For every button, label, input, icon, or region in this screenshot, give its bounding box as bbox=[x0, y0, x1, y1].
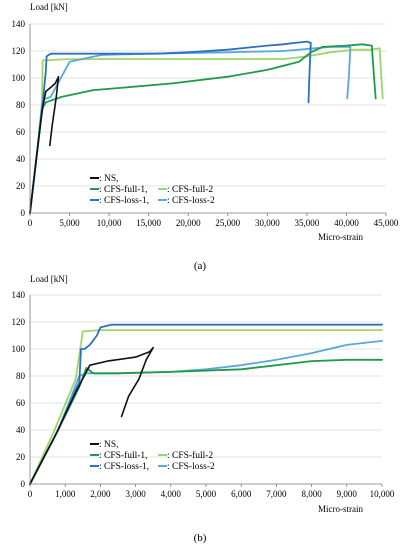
series-line-cfs-full-2 bbox=[29, 329, 383, 485]
x-tick-label: 25,000 bbox=[215, 218, 240, 228]
legend-label-cfs-loss-2: : CFS-loss-2 bbox=[167, 196, 215, 206]
panel-a-grid bbox=[30, 23, 386, 187]
y-tick-label: 120 bbox=[12, 317, 26, 327]
chart-panel-a: Load [kN] 0 20 40 60 80 100 120 140 0 5,000 10,00… bbox=[12, 2, 399, 272]
panel-a-label: (a) bbox=[194, 260, 207, 272]
legend-label-cfs-loss-1: : CFS-loss-1, bbox=[99, 196, 149, 206]
x-tick-label: 35,000 bbox=[295, 218, 320, 228]
legend-label-cfs-full-2: : CFS-full-2 bbox=[167, 184, 213, 195]
y-tick-label: 60 bbox=[16, 398, 26, 408]
y-tick-label: 20 bbox=[16, 181, 26, 191]
y-tick-label: 140 bbox=[12, 19, 26, 29]
y-tick-label: 60 bbox=[16, 127, 26, 137]
series-line-ns bbox=[29, 346, 154, 485]
y-tick-label: 20 bbox=[16, 452, 26, 462]
series-line-cfs-loss-1 bbox=[29, 323, 383, 485]
legend-label-ns: : NS, bbox=[99, 174, 119, 184]
y-tick-label: 100 bbox=[12, 344, 26, 354]
x-tick-label: 20,000 bbox=[176, 218, 201, 228]
y-tick-label: 40 bbox=[16, 425, 26, 435]
legend-label-cfs-full-1: : CFS-full-1, bbox=[99, 450, 148, 461]
x-tick-label: 5,000 bbox=[59, 218, 80, 228]
legend-label-ns: : NS, bbox=[99, 440, 119, 450]
x-tick-label: 10,000 bbox=[370, 489, 395, 499]
panel-a-x-ticks: 0 5,000 10,000 15,000 20,000 25,000 30,000 35,0… bbox=[28, 213, 399, 228]
y-tick-label: 40 bbox=[16, 154, 26, 164]
panel-a-series bbox=[29, 40, 384, 214]
y-tick-label: 100 bbox=[12, 73, 26, 83]
panel-a-y-ticks: 0 20 40 60 80 100 120 140 bbox=[12, 19, 26, 218]
x-tick-label: 4,000 bbox=[161, 489, 182, 499]
series-line-cfs-loss-1 bbox=[29, 40, 312, 214]
panel-b-label: (b) bbox=[194, 532, 207, 544]
x-tick-label: 0 bbox=[28, 218, 33, 228]
y-tick-label: 80 bbox=[16, 371, 26, 381]
panel-b-x-axis-title: Micro-strain bbox=[318, 504, 363, 514]
x-tick-label: 30,000 bbox=[255, 218, 280, 228]
chart-panel-b: Load [kN] 0 20 40 60 80 100 120 140 0 1,000 2,000… bbox=[12, 274, 395, 544]
x-tick-label: 40,000 bbox=[334, 218, 359, 228]
y-tick-label: 80 bbox=[16, 100, 26, 110]
legend-label-cfs-loss-1: : CFS-loss-1, bbox=[99, 462, 149, 472]
y-tick-label: 0 bbox=[21, 208, 26, 218]
x-tick-label: 3,000 bbox=[125, 489, 146, 499]
x-tick-label: 2,000 bbox=[90, 489, 111, 499]
panel-b-x-ticks: 0 1,000 2,000 3,000 4,000 5,000 6,000 7,000 8,00… bbox=[28, 484, 395, 499]
panel-a-legend: : NS,: CFS-full-1,: CFS-full-2: CFS-loss… bbox=[90, 174, 215, 206]
panel-a-y-axis-title: Load [kN] bbox=[30, 2, 68, 12]
panel-a-x-axis-title: Micro-strain bbox=[318, 232, 363, 242]
y-tick-label: 120 bbox=[12, 46, 26, 56]
legend-label-cfs-loss-2: : CFS-loss-2 bbox=[167, 462, 215, 472]
x-tick-label: 15,000 bbox=[136, 218, 161, 228]
x-tick-label: 1,000 bbox=[55, 489, 76, 499]
y-tick-label: 140 bbox=[12, 290, 26, 300]
legend-label-cfs-full-1: : CFS-full-1, bbox=[99, 184, 148, 195]
panel-b-y-axis-title: Load [kN] bbox=[30, 274, 68, 284]
x-tick-label: 6,000 bbox=[231, 489, 252, 499]
panel-b-y-ticks: 0 20 40 60 80 100 120 140 bbox=[12, 290, 26, 489]
panel-b-grid bbox=[30, 294, 382, 458]
x-tick-label: 5,000 bbox=[196, 489, 217, 499]
x-tick-label: 10,000 bbox=[97, 218, 122, 228]
series-line-ns bbox=[29, 75, 60, 214]
x-tick-label: 9,000 bbox=[337, 489, 358, 499]
legend-label-cfs-full-2: : CFS-full-2 bbox=[167, 450, 213, 461]
x-tick-label: 45,000 bbox=[374, 218, 399, 228]
panel-b-series bbox=[29, 323, 383, 485]
x-tick-label: 0 bbox=[28, 489, 33, 499]
panel-b-legend: : NS,: CFS-full-1,: CFS-full-2: CFS-loss… bbox=[90, 440, 215, 472]
y-tick-label: 0 bbox=[21, 479, 26, 489]
series-line-cfs-full-2 bbox=[29, 47, 384, 214]
x-tick-label: 7,000 bbox=[266, 489, 287, 499]
x-tick-label: 8,000 bbox=[301, 489, 322, 499]
